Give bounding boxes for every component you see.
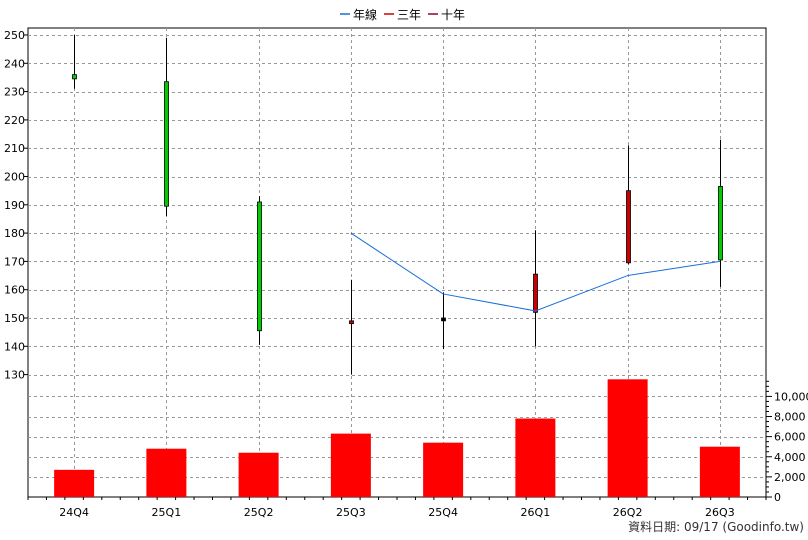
x-tick-label: 26Q1 xyxy=(521,506,551,519)
price-axis: 130 140 150 160 170 180 190 200 210 220 230 240 250 xyxy=(4,29,28,382)
candlestick xyxy=(349,279,354,375)
price-tick-label: 130 xyxy=(4,369,25,382)
price-tick-label: 250 xyxy=(4,29,25,42)
x-tick-label: 26Q2 xyxy=(613,506,643,519)
plot-frame xyxy=(27,27,767,498)
candlestick xyxy=(533,230,538,347)
data-date-footer: 資料日期: 09/17 (Goodinfo.tw) xyxy=(628,520,804,534)
price-tick-label: 190 xyxy=(4,199,25,212)
volume-tick-label: 10,000 xyxy=(774,390,808,403)
candlestick xyxy=(718,139,723,287)
candle-body xyxy=(257,201,262,332)
candlestick xyxy=(626,145,631,265)
volume-tick-label: 4,000 xyxy=(774,451,806,464)
candlestick xyxy=(72,35,77,89)
candle-body xyxy=(533,273,538,313)
volume-bar xyxy=(607,379,648,497)
legend-label: 三年 xyxy=(397,8,421,22)
price-tick-label: 160 xyxy=(4,284,25,297)
legend-label: 年線 xyxy=(353,7,377,22)
grid-lines xyxy=(28,28,766,497)
price-tick-label: 240 xyxy=(4,57,25,70)
volume-tick-label: 2,000 xyxy=(774,471,806,484)
price-tick-label: 180 xyxy=(4,227,25,240)
candle-body xyxy=(164,81,169,207)
price-tick-label: 140 xyxy=(4,340,25,353)
volume-tick-label: 6,000 xyxy=(774,431,806,444)
volume-bar xyxy=(54,469,95,497)
x-tick-label: 26Q3 xyxy=(705,506,735,519)
candlestick xyxy=(441,292,446,350)
volume-bar xyxy=(423,442,464,497)
candle-body xyxy=(349,320,354,325)
candle-body xyxy=(626,190,631,264)
volume-bar xyxy=(515,418,556,497)
legend: 年線 三年 十年 xyxy=(340,7,465,22)
volume-bar xyxy=(699,446,740,497)
candlestick xyxy=(257,196,262,345)
price-tick-label: 150 xyxy=(4,312,25,325)
x-tick-label: 25Q3 xyxy=(336,506,366,519)
series-line xyxy=(350,232,720,312)
plot-border xyxy=(27,27,767,498)
candle-body xyxy=(72,74,77,80)
candlestick xyxy=(164,37,169,217)
price-tick-label: 220 xyxy=(4,114,25,127)
price-tick-label: 230 xyxy=(4,86,25,99)
legend-label: 十年 xyxy=(441,8,465,22)
x-tick-label: 25Q4 xyxy=(428,506,458,519)
volume-bar xyxy=(330,433,371,497)
volume-axis: 0 2,000 4,000 6,000 8,000 10,000 xyxy=(765,378,808,504)
x-tick-label: 25Q2 xyxy=(244,506,274,519)
price-tick-label: 210 xyxy=(4,142,25,155)
candlesticks xyxy=(72,35,723,375)
x-tick-label: 24Q4 xyxy=(59,506,89,519)
x-tick-label: 25Q1 xyxy=(152,506,182,519)
volume-bar xyxy=(238,452,279,497)
volume-tick-label: 0 xyxy=(774,491,781,504)
price-tick-label: 170 xyxy=(4,255,25,268)
volume-bars xyxy=(54,379,740,497)
x-axis: 24Q4 25Q1 25Q2 25Q3 25Q4 26Q1 26Q2 26Q3 xyxy=(27,497,767,519)
candle-body xyxy=(718,186,723,261)
moving-average-lines xyxy=(350,232,720,312)
candle-body xyxy=(441,317,446,322)
volume-bar xyxy=(146,448,187,497)
volume-tick-label: 8,000 xyxy=(774,411,806,424)
price-tick-label: 200 xyxy=(4,171,25,184)
